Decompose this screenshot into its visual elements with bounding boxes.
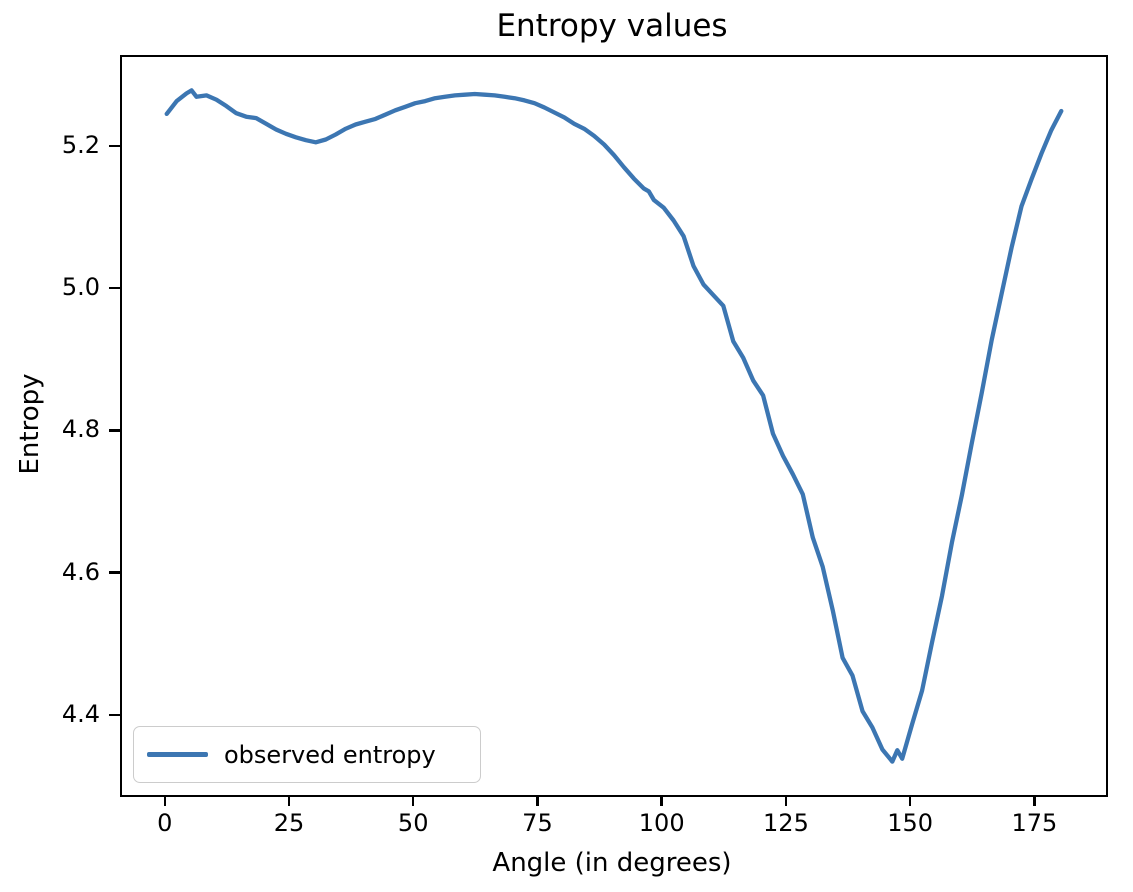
- x-tick-label: 0: [157, 809, 173, 837]
- plot-area: [120, 55, 1108, 797]
- y-tick-label: 4.8: [61, 415, 100, 444]
- legend-label: observed entropy: [224, 740, 436, 769]
- x-tick-label: 75: [522, 809, 553, 837]
- x-tick-label: 100: [638, 809, 685, 837]
- x-tick: [784, 795, 788, 806]
- y-tick: [109, 429, 120, 432]
- x-tick: [660, 795, 663, 806]
- y-tick-label: 4.6: [61, 557, 100, 586]
- x-tick: [163, 795, 166, 806]
- y-tick-label: 5.0: [61, 273, 100, 302]
- x-tick: [908, 795, 912, 806]
- x-tick-label: 125: [763, 809, 809, 837]
- chart-title: Entropy values: [496, 8, 728, 44]
- y-tick: [109, 287, 120, 290]
- y-tick: [109, 144, 120, 148]
- legend-line-swatch: [147, 752, 208, 757]
- y-tick-label: 4.4: [61, 699, 100, 728]
- x-tick-label: 50: [397, 809, 429, 837]
- x-tick: [412, 795, 415, 806]
- y-tick: [109, 571, 120, 574]
- x-tick-label: 25: [273, 809, 305, 837]
- legend: observed entropy: [133, 726, 481, 783]
- observed-entropy-line: [164, 88, 1064, 764]
- x-axis-label: Angle (in degrees): [492, 848, 732, 878]
- y-tick-label: 5.2: [61, 131, 100, 159]
- entropy-line-chart: [164, 88, 1064, 764]
- x-tick: [536, 795, 539, 806]
- x-tick: [287, 795, 291, 806]
- x-tick: [1033, 795, 1036, 806]
- y-tick: [109, 713, 120, 716]
- x-tick-label: 150: [887, 809, 934, 837]
- x-tick-label: 175: [1011, 809, 1058, 837]
